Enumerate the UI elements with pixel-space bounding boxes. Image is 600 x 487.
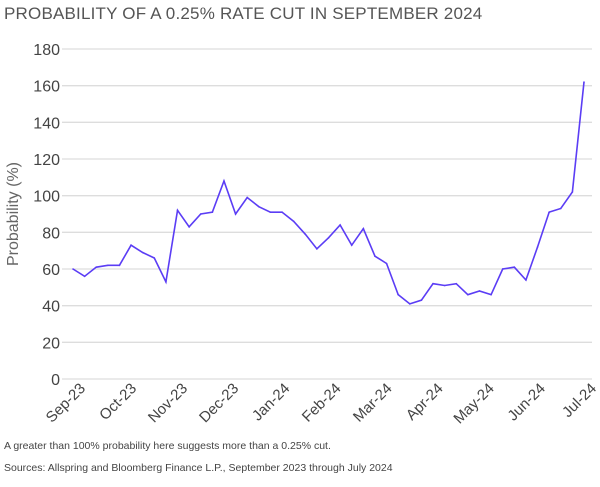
data-point (455, 282, 458, 285)
data-point (513, 266, 516, 268)
x-tick-label: Nov-23 (145, 380, 191, 426)
data-point (269, 211, 272, 213)
x-tick-label: Jan-24 (249, 380, 293, 424)
data-point (281, 211, 283, 213)
data-point (501, 268, 504, 270)
y-tick-label: 60 (42, 262, 60, 279)
data-point (141, 251, 144, 254)
y-tick-label: 0 (51, 372, 60, 389)
data-point (408, 303, 411, 305)
data-point (72, 268, 74, 270)
data-point (397, 293, 399, 296)
data-point (130, 244, 132, 246)
x-tick-label: Apr-24 (403, 380, 447, 424)
y-tick-label: 80 (42, 225, 60, 242)
data-point (223, 180, 225, 182)
data-point (490, 293, 492, 296)
data-point (107, 264, 109, 267)
data-point (478, 290, 481, 292)
data-point (327, 237, 330, 239)
footnote: A greater than 100% probability here sug… (4, 440, 331, 452)
y-tick-label: 40 (42, 299, 60, 316)
y-axis-label: Probability (%) (5, 162, 22, 266)
y-tick-label: 140 (33, 115, 60, 132)
data-point (432, 282, 434, 285)
data-point (339, 224, 341, 226)
data-point (95, 266, 98, 268)
data-point (211, 211, 214, 213)
x-tick-label: Jun-24 (504, 380, 548, 424)
data-point (304, 233, 307, 235)
data-point (199, 213, 202, 215)
data-point (165, 281, 167, 283)
data-point (420, 299, 423, 301)
data-point (83, 275, 86, 278)
data-point (246, 196, 249, 199)
y-tick-label: 180 (33, 42, 60, 59)
data-point (385, 262, 388, 265)
data-point (571, 191, 574, 193)
x-tick-label: Dec-23 (196, 380, 242, 426)
x-tick-label: Feb-24 (299, 380, 345, 426)
data-point (292, 220, 295, 223)
x-tick-label: Mar-24 (350, 380, 396, 426)
data-point (467, 293, 469, 296)
y-tick-label: 120 (33, 152, 60, 169)
data-point (188, 226, 190, 228)
x-tick-label: Jul-24 (559, 380, 600, 421)
chart-title: PROBABILITY OF A 0.25% RATE CUT IN SEPTE… (4, 4, 483, 23)
y-tick-label: 20 (42, 335, 60, 352)
y-tick-label: 100 (33, 189, 60, 206)
data-point (525, 279, 527, 281)
data-point (583, 81, 585, 83)
data-point (362, 227, 365, 230)
data-point (316, 248, 318, 250)
x-tick-label: Sep-23 (43, 380, 89, 426)
data-point (258, 205, 260, 208)
x-tick-label: Oct-23 (96, 380, 140, 424)
data-point (176, 209, 179, 212)
x-tick-label: May-24 (450, 380, 497, 427)
source-note: Sources: Allspring and Bloomberg Finance… (4, 462, 393, 474)
data-point (548, 211, 550, 213)
data-point (350, 244, 353, 246)
data-point (234, 213, 237, 215)
data-point (153, 257, 156, 259)
data-point (536, 246, 539, 248)
data-point (559, 207, 562, 210)
data-point (374, 255, 376, 257)
data-point (118, 264, 121, 267)
data-point (443, 284, 446, 287)
series-line (72, 81, 585, 305)
y-tick-label: 160 (33, 79, 60, 96)
